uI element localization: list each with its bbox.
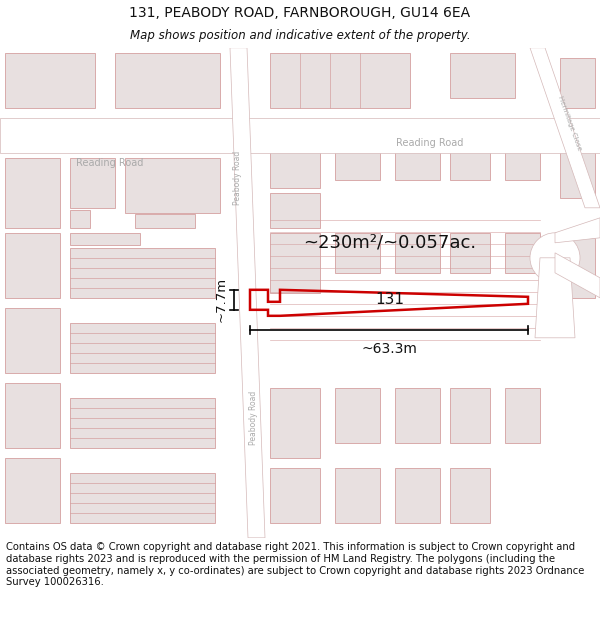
Bar bbox=[395, 132, 440, 180]
Bar bbox=[5, 308, 60, 372]
Bar bbox=[395, 232, 440, 272]
Bar bbox=[270, 192, 320, 228]
Bar bbox=[505, 232, 540, 272]
Text: Reading Road: Reading Road bbox=[397, 138, 464, 148]
Bar bbox=[270, 132, 320, 188]
Bar bbox=[70, 158, 115, 208]
Bar bbox=[450, 232, 490, 272]
Text: Map shows position and indicative extent of the property.: Map shows position and indicative extent… bbox=[130, 29, 470, 42]
Bar bbox=[5, 458, 60, 522]
Bar bbox=[70, 248, 215, 298]
Bar bbox=[70, 210, 90, 227]
Bar bbox=[450, 388, 490, 442]
Bar bbox=[115, 52, 220, 107]
Bar bbox=[70, 398, 215, 448]
Bar bbox=[560, 58, 595, 108]
Bar bbox=[450, 132, 490, 180]
Bar bbox=[270, 232, 320, 292]
Bar bbox=[5, 158, 60, 228]
Polygon shape bbox=[555, 253, 600, 298]
Bar bbox=[5, 382, 60, 448]
Text: Hermitage Close: Hermitage Close bbox=[557, 94, 583, 151]
Text: 131, PEABODY ROAD, FARNBOROUGH, GU14 6EA: 131, PEABODY ROAD, FARNBOROUGH, GU14 6EA bbox=[130, 6, 470, 19]
Text: Peabody Road: Peabody Road bbox=[233, 151, 241, 205]
Circle shape bbox=[530, 232, 580, 282]
Bar bbox=[270, 468, 320, 522]
Bar bbox=[505, 388, 540, 442]
Bar bbox=[335, 132, 380, 180]
Text: 131: 131 bbox=[376, 292, 404, 308]
Bar bbox=[335, 388, 380, 442]
Bar bbox=[395, 468, 440, 522]
Bar bbox=[335, 468, 380, 522]
Bar bbox=[450, 52, 515, 98]
Bar bbox=[5, 232, 60, 298]
Text: ~230m²/~0.057ac.: ~230m²/~0.057ac. bbox=[304, 234, 476, 252]
Polygon shape bbox=[555, 217, 600, 242]
Text: ~7.7m: ~7.7m bbox=[215, 278, 228, 322]
Bar bbox=[70, 232, 140, 245]
Bar bbox=[70, 322, 215, 372]
Bar bbox=[70, 472, 215, 522]
Bar bbox=[125, 158, 220, 212]
Polygon shape bbox=[230, 48, 265, 538]
Bar bbox=[135, 214, 195, 228]
Bar bbox=[270, 388, 320, 458]
Bar bbox=[395, 388, 440, 442]
Text: Reading Road: Reading Road bbox=[76, 158, 143, 168]
Bar bbox=[5, 52, 95, 107]
Bar bbox=[560, 138, 595, 198]
Bar bbox=[450, 468, 490, 522]
Text: Contains OS data © Crown copyright and database right 2021. This information is : Contains OS data © Crown copyright and d… bbox=[6, 542, 584, 588]
Bar bbox=[505, 132, 540, 180]
Polygon shape bbox=[530, 48, 600, 208]
Bar bbox=[335, 232, 380, 272]
Polygon shape bbox=[0, 118, 600, 152]
Polygon shape bbox=[535, 258, 575, 338]
Bar bbox=[560, 238, 595, 298]
Bar bbox=[270, 52, 410, 107]
Text: ~63.3m: ~63.3m bbox=[361, 342, 417, 356]
Text: Peabody Road: Peabody Road bbox=[248, 391, 257, 445]
